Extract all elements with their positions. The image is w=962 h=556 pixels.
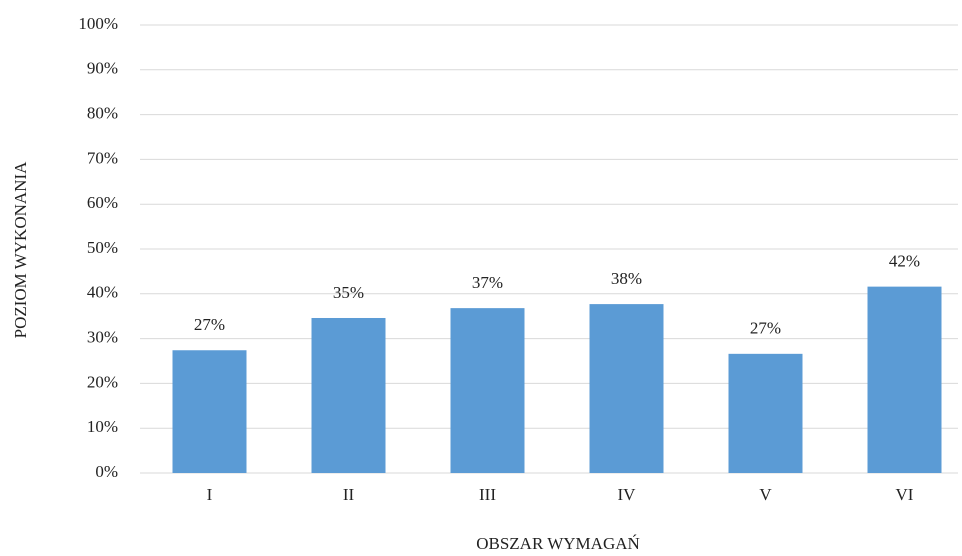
y-tick-label: 40% <box>87 283 118 302</box>
data-label: 42% <box>889 252 920 271</box>
bar <box>867 286 942 473</box>
data-label: 27% <box>194 315 225 334</box>
bar <box>728 353 803 473</box>
x-tick-label: IV <box>618 485 637 504</box>
data-label: 35% <box>333 283 364 302</box>
bar <box>311 317 386 473</box>
x-tick-label: VI <box>896 485 914 504</box>
bar <box>172 350 247 473</box>
y-tick-label: 0% <box>95 462 118 481</box>
x-axis-title: OBSZAR WYMAGAŃ <box>476 534 640 553</box>
y-tick-label: 20% <box>87 372 118 391</box>
x-tick-label: I <box>207 485 213 504</box>
data-label: 37% <box>472 273 503 292</box>
y-tick-label: 70% <box>87 148 118 167</box>
y-tick-label: 100% <box>78 14 118 33</box>
x-tick-label: V <box>759 485 772 504</box>
y-tick-label: 30% <box>87 328 118 347</box>
y-axis-title: POZIOM WYKONANIA <box>11 161 30 338</box>
x-tick-label: III <box>479 485 496 504</box>
y-tick-label: 60% <box>87 193 118 212</box>
bar <box>589 304 664 473</box>
y-tick-label: 50% <box>87 238 118 257</box>
y-tick-label: 90% <box>87 59 118 78</box>
x-tick-label: II <box>343 485 355 504</box>
data-label: 38% <box>611 269 642 288</box>
y-tick-label: 80% <box>87 104 118 123</box>
y-tick-label: 10% <box>87 417 118 436</box>
data-label: 27% <box>750 319 781 338</box>
bar <box>450 308 525 473</box>
